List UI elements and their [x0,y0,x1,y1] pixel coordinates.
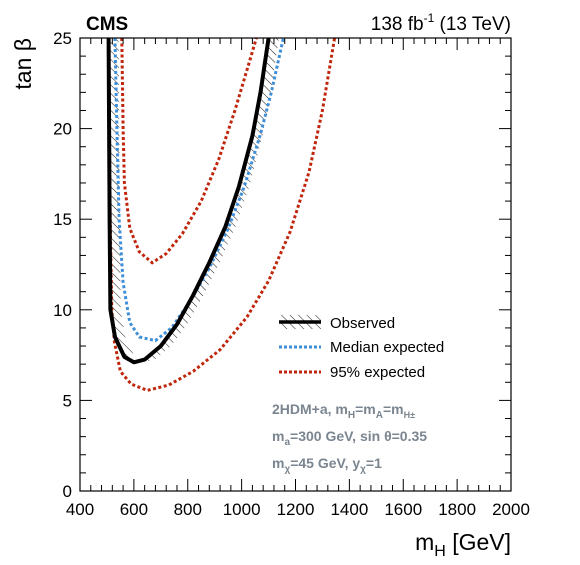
legend-label-median: Median expected [330,339,444,356]
axis-ticks: 400 600 800 1000 1200 1400 1600 1800 2000 0 5 10 15 2… [53,29,530,519]
x-tick-label: 2000 [492,500,530,519]
x-tick-label: 400 [66,500,94,519]
experiment-label: CMS [86,14,128,35]
observed-hatch-band [108,38,279,363]
x-tick-label: 1200 [277,500,315,519]
y-tick-label: 10 [53,301,72,320]
legend-label-95: 95% expected [330,364,425,381]
x-tick-label: 1600 [384,500,422,519]
y-tick-label: 0 [63,482,72,501]
series-line-95-outer [107,38,337,392]
x-tick-label: 600 [120,500,148,519]
legend-label-observed: Observed [330,315,395,332]
y-tick-label: 25 [53,29,72,48]
note-line-3: mχ=45 GeV, yχ=1 [272,455,382,475]
luminosity-label: 138 fb-1 (13 TeV) [371,11,511,35]
legend-entry-observed: Observed [279,315,395,332]
y-tick-label: 20 [53,120,72,139]
series-line-95-inner [120,38,258,265]
x-tick-label: 1400 [330,500,368,519]
plot-frame [79,37,512,492]
x-axis-title: mH [GeV] [415,529,511,560]
series-line-observed [106,38,271,365]
legend-entry-median: Median expected [279,339,444,356]
legend: Observed Median expected 95% expected [279,315,444,381]
y-axis-title: tan β [10,38,36,90]
x-tick-label: 800 [174,500,202,519]
x-tick-label: 1800 [438,500,476,519]
note-line-1: 2HDM+a, mH=mA=mH± [272,401,415,421]
legend-entry-95: 95% expected [279,364,425,381]
x-tick-label: 1000 [223,500,261,519]
y-tick-label: 5 [63,391,72,410]
model-notes: 2HDM+a, mH=mA=mH± ma=300 GeV, sin θ=0.35… [272,401,427,475]
note-line-2: ma=300 GeV, sin θ=0.35 [272,428,427,448]
series-line-median [113,38,285,343]
curves-layer [106,38,337,392]
y-tick-label: 15 [53,210,72,229]
